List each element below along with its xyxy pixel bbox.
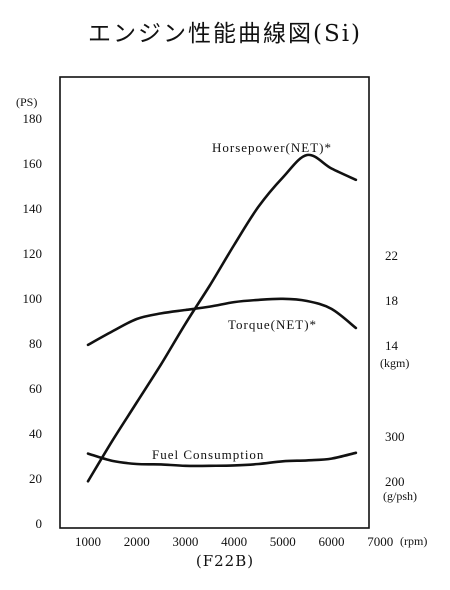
- torque-curve: [86, 297, 358, 347]
- horsepower-curve: [86, 153, 358, 483]
- y-tick-label-right-fuel: 300: [385, 429, 405, 444]
- y-tick-label-left: 20: [29, 471, 42, 486]
- y-tick-label-left: 180: [23, 111, 43, 126]
- x-unit: (rpm): [400, 534, 427, 548]
- y-tick-label-left: 100: [23, 291, 43, 306]
- y-tick-label-left: 80: [29, 336, 42, 351]
- y-tick-label-left: 60: [29, 381, 42, 396]
- y-unit-left: (PS): [16, 95, 37, 109]
- series-label-horsepower: Horsepower(NET)*: [212, 140, 332, 155]
- x-tick-label: 2000: [124, 534, 150, 549]
- y-tick-label-right-torque: 14: [385, 338, 399, 353]
- engine-code: (F22B): [195, 552, 255, 570]
- y-tick-label-left: 120: [23, 246, 43, 261]
- chart-title: エンジン性能曲線図(Si): [87, 21, 363, 47]
- y-tick-label-right-fuel: 200: [385, 474, 405, 489]
- x-tick-label: 7000: [367, 534, 393, 549]
- y-tick-label-left: 140: [23, 201, 43, 216]
- x-tick-label: 6000: [319, 534, 345, 549]
- x-tick-label: 1000: [75, 534, 101, 549]
- y-tick-label-left: 0: [36, 516, 43, 531]
- y-tick-label-right-torque: 18: [385, 293, 398, 308]
- plot-frame: [59, 76, 370, 529]
- x-tick-label: 5000: [270, 534, 296, 549]
- series-label-fuel: Fuel Consumption: [152, 447, 264, 462]
- fuel-consumption-curve: [86, 451, 358, 468]
- y-unit-right-torque: (kgm): [380, 356, 409, 370]
- y-tick-label-left: 160: [23, 156, 43, 171]
- y-tick-label-right-torque: 22: [385, 248, 398, 263]
- x-tick-label: 4000: [221, 534, 247, 549]
- y-unit-right-fuel: (g/psh): [383, 489, 417, 503]
- x-tick-label: 3000: [172, 534, 198, 549]
- series-label-torque: Torque(NET)*: [228, 317, 317, 332]
- y-tick-label-left: 40: [29, 426, 42, 441]
